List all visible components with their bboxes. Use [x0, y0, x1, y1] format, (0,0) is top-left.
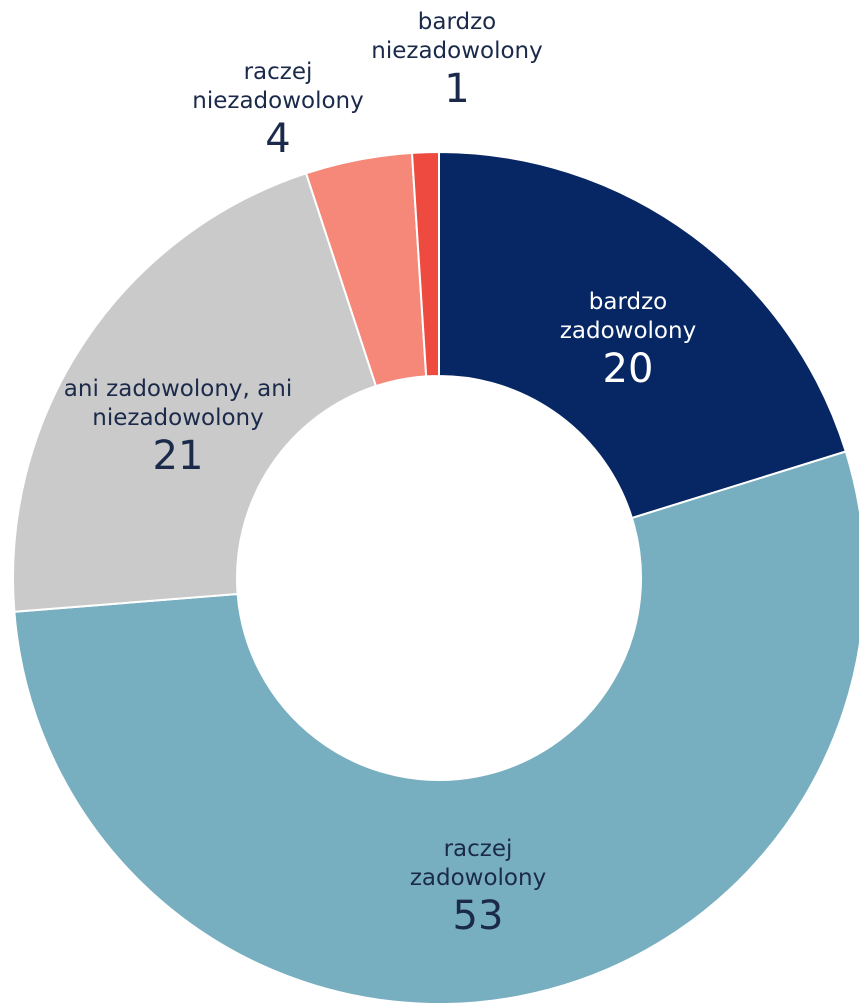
- slice-label: raczej niezadowolony 4: [178, 58, 378, 162]
- value-label: 4: [265, 116, 291, 162]
- slice-label: raczej zadowolony 53: [388, 835, 568, 939]
- slice-label: ani zadowolony, ani niezadowolony 21: [43, 375, 313, 479]
- category-label: ani zadowolony, ani niezadowolony: [63, 376, 293, 431]
- donut-slice: [438, 150, 848, 520]
- category-label: bardzo niezadowolony: [371, 9, 543, 64]
- category-label: raczej niezadowolony: [192, 59, 364, 114]
- donut-slice: [410, 150, 440, 378]
- donut-slice: [12, 172, 378, 613]
- value-label: 21: [152, 433, 204, 479]
- category-label: bardzo zadowolony: [559, 289, 697, 344]
- value-label: 1: [444, 66, 470, 112]
- category-label: raczej zadowolony: [409, 836, 547, 891]
- value-label: 20: [602, 346, 654, 392]
- value-label: 53: [452, 893, 504, 939]
- slice-label: bardzo zadowolony 20: [538, 288, 718, 392]
- slice-label: bardzo niezadowolony 1: [342, 8, 572, 112]
- donut-slice: [13, 450, 859, 1003]
